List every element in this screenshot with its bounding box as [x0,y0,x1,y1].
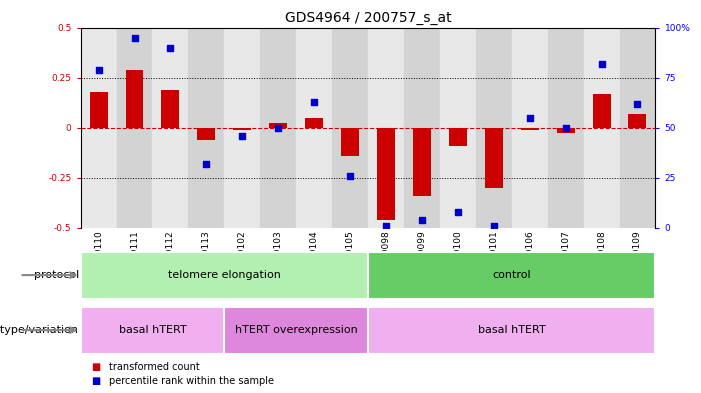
Point [596,61,607,67]
Point [416,217,428,223]
Point [273,125,284,131]
Point [93,66,104,73]
Bar [153,28,189,228]
Bar [592,94,611,128]
Point [488,223,499,229]
Bar [368,28,404,228]
Point [237,132,248,139]
Bar [584,28,620,228]
Text: telomere elongation: telomere elongation [168,270,281,280]
Text: hTERT overexpression: hTERT overexpression [235,325,358,335]
Text: genotype/variation: genotype/variation [0,325,79,335]
Point [200,161,212,167]
Bar [116,28,153,228]
Bar [332,28,368,228]
Bar [224,307,368,354]
Point [452,209,463,215]
Bar [260,28,297,228]
Point [381,223,392,229]
Point [560,125,571,131]
Bar [440,28,476,228]
Bar [161,90,179,128]
Bar [233,128,251,130]
Point [308,99,320,105]
Bar [368,307,655,354]
Bar [547,28,584,228]
Text: ■: ■ [91,362,100,373]
Bar [485,128,503,188]
Bar [449,128,467,146]
Bar [377,128,395,220]
Point [632,101,643,107]
Text: transformed count: transformed count [109,362,199,373]
Bar [224,28,260,228]
Text: percentile rank within the sample: percentile rank within the sample [109,376,273,386]
Bar [521,128,538,130]
Bar [189,28,224,228]
Text: basal hTERT: basal hTERT [118,325,186,335]
Bar [341,128,359,156]
Bar [629,114,646,128]
Point [129,35,140,41]
Bar [476,28,512,228]
Bar [413,128,431,196]
Bar [81,252,368,299]
Bar [81,307,224,354]
Bar [512,28,547,228]
Point [344,173,355,179]
Bar [297,28,332,228]
Point [524,115,536,121]
Bar [81,28,116,228]
Bar [305,118,323,128]
Bar [90,92,107,128]
Bar [198,128,215,140]
Bar [620,28,655,228]
Title: GDS4964 / 200757_s_at: GDS4964 / 200757_s_at [285,11,451,25]
Point [165,44,176,51]
Text: protocol: protocol [34,270,79,280]
Bar [368,252,655,299]
Bar [557,128,575,133]
Text: ■: ■ [91,376,100,386]
Bar [404,28,440,228]
Text: basal hTERT: basal hTERT [478,325,545,335]
Bar [125,70,144,128]
Text: control: control [492,270,531,280]
Bar [269,123,287,128]
